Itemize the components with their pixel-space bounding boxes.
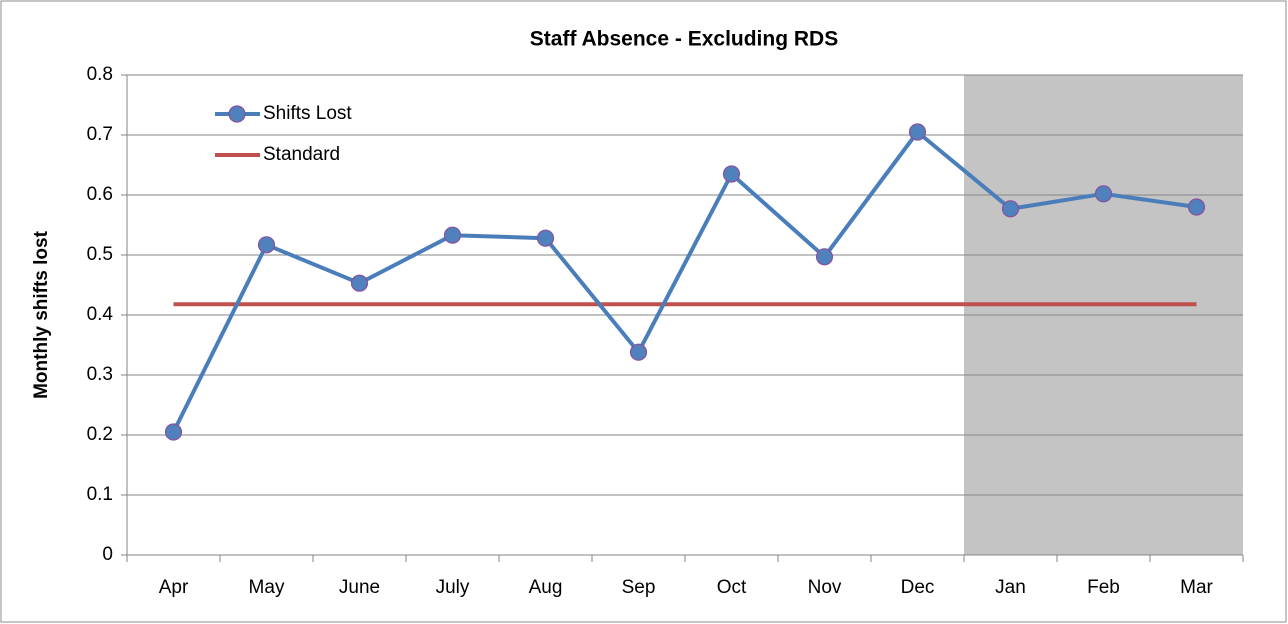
x-tick-label: Jan [995,577,1026,598]
legend-label: Standard [263,144,340,165]
y-tick-label: 0.1 [87,484,113,505]
marker [164,423,183,441]
y-tick-label: 0.5 [87,244,113,265]
legend-label: Shifts Lost [263,103,352,124]
marker [722,165,741,183]
x-tick-label: May [249,577,285,598]
x-tick-label: Sep [622,577,656,598]
marker [1094,185,1113,203]
y-tick-label: 0.2 [87,424,113,445]
legend-marker [228,105,246,123]
marker [536,229,555,247]
x-tick-label: Aug [529,577,563,598]
x-tick-label: Dec [901,577,935,598]
y-tick-label: 0.8 [87,64,113,85]
x-tick-label: Apr [159,577,189,598]
y-tick-label: 0.4 [87,304,114,325]
series-line [171,130,1197,433]
marker [1187,198,1206,216]
y-tick-label: 0.3 [87,364,113,385]
marker [1001,200,1020,218]
y-axis-title: Monthly shifts lost [31,230,52,399]
x-tick-label: June [339,577,380,598]
x-tick-label: Feb [1087,577,1120,598]
marker [629,343,648,361]
x-tick-label: Oct [717,577,747,598]
chart-title: Staff Absence - Excluding RDS [530,28,838,51]
y-tick-label: 0.6 [87,184,113,205]
y-tick-label: 0 [102,544,113,565]
x-tick-label: July [436,577,470,598]
marker [257,236,276,254]
marker [350,274,369,292]
marker [908,123,927,141]
y-tick-label: 0.7 [87,124,113,145]
marker [443,226,462,244]
x-tick-label: Mar [1180,577,1213,598]
marker [815,248,834,266]
x-tick-label: Nov [808,577,842,598]
